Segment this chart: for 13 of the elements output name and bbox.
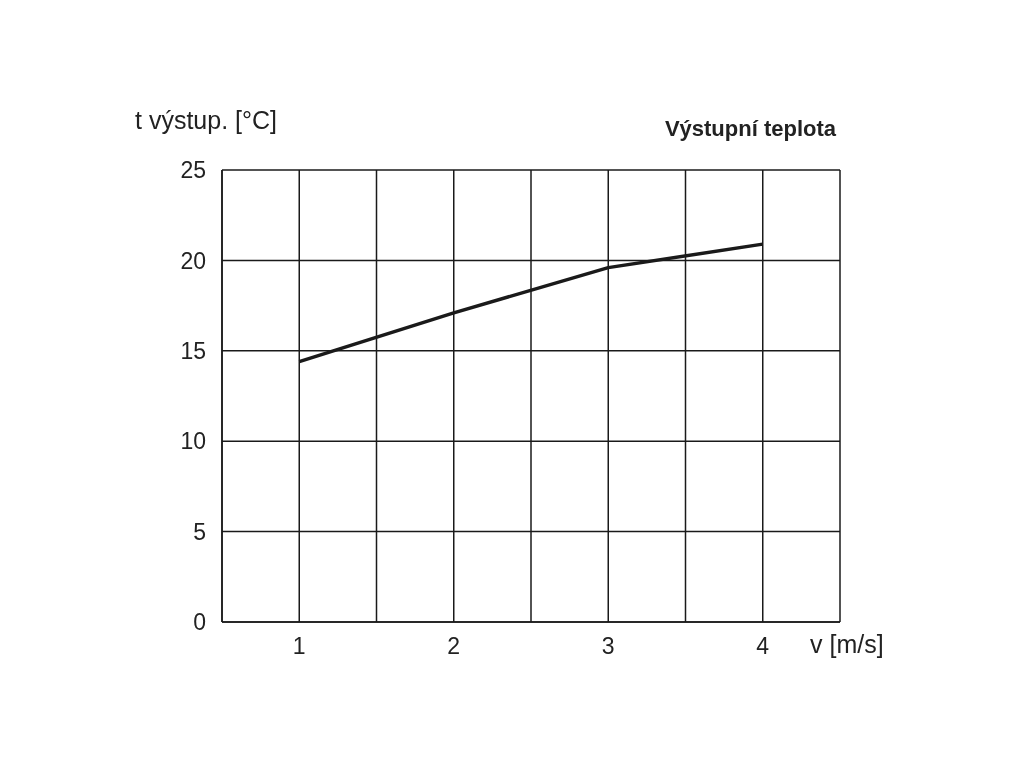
y-tick-label: 10 [180,428,206,455]
x-tick-label: 1 [292,633,306,660]
x-tick-label: 2 [447,633,461,660]
y-axis-title: t výstup. [°C] [135,106,277,135]
x-tick-label: 3 [601,633,615,660]
y-tick-label: 15 [180,337,206,364]
y-tick-label: 20 [180,247,206,274]
x-axis-title: v [m/s] [810,630,884,659]
y-tick-label: 0 [193,609,206,636]
y-tick-label: 25 [180,157,206,184]
x-tick-label: 4 [756,633,770,660]
chart-title: Výstupní teplota [664,116,836,142]
y-tick-label: 5 [193,518,206,545]
